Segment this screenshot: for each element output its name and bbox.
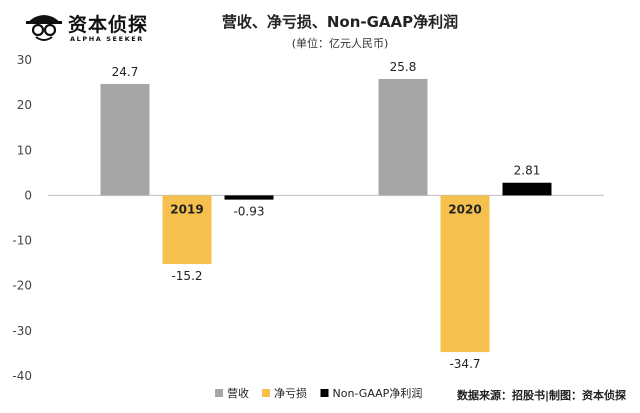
bar-营收-2020 <box>378 78 428 196</box>
data-label: 2.81 <box>514 164 541 178</box>
legend-swatch <box>262 389 270 397</box>
brand-logo: 资本侦探 ALPHA SEEKER <box>22 6 172 46</box>
bar-Non-GAAP净利润-2019 <box>224 195 274 200</box>
data-label: -34.7 <box>449 357 480 371</box>
bar-Non-GAAP净利润-2020 <box>502 182 552 196</box>
data-label: 25.8 <box>390 60 417 74</box>
y-tick-label: 20 <box>17 98 32 112</box>
bar-净亏损-2019 <box>162 195 212 265</box>
y-tick-label: -40 <box>12 369 32 383</box>
chart-title: 营收、净亏损、Non-GAAP净利润 <box>221 13 459 31</box>
legend-label: 营收 <box>227 386 249 400</box>
bar-净亏损-2020 <box>440 195 490 353</box>
y-tick-label: 0 <box>24 188 32 202</box>
data-label: 24.7 <box>112 65 139 79</box>
category-label: 2019 <box>170 202 203 216</box>
category-label: 2020 <box>448 202 481 216</box>
y-tick-label: 10 <box>17 143 32 157</box>
brand-name: 资本侦探 <box>68 14 149 36</box>
y-tick-label: -20 <box>12 279 32 293</box>
legend-label: 净亏损 <box>274 386 307 400</box>
data-label: -15.2 <box>171 269 202 283</box>
y-tick-label: 30 <box>17 53 32 67</box>
source-note: 数据来源：招股书|制图：资本侦探 <box>456 389 626 402</box>
detective-icon <box>26 15 62 41</box>
legend-swatch <box>320 389 329 397</box>
y-tick-label: -30 <box>12 324 32 338</box>
legend-swatch <box>215 389 223 397</box>
bar-营收-2019 <box>100 83 150 196</box>
legend-label: Non-GAAP净利润 <box>333 386 423 400</box>
data-label: -0.93 <box>233 205 264 219</box>
y-tick-label: -10 <box>12 234 32 248</box>
brand-tagline: ALPHA SEEKER <box>70 35 144 43</box>
chart-subtitle: (单位：亿元人民币) <box>291 37 389 50</box>
